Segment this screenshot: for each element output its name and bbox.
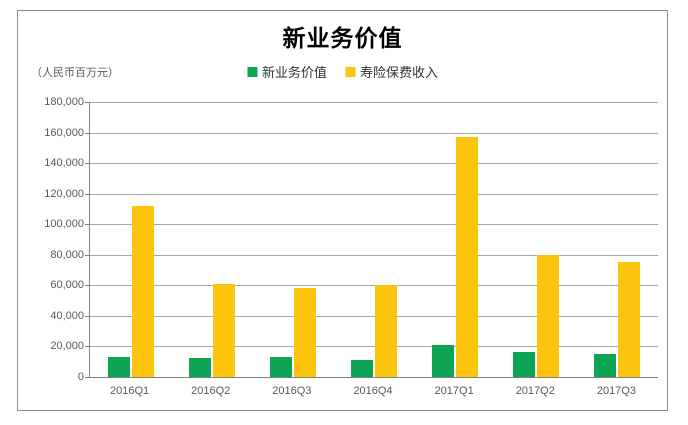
legend: 新业务价值 寿险保费收入: [246, 62, 438, 81]
bars-row: [90, 102, 658, 377]
x-tick-label: 2017Q1: [434, 385, 474, 397]
bar-group-2016q3: [252, 102, 333, 377]
y-tick-label: 0: [77, 371, 84, 383]
x-tick-label: 2016Q2: [191, 385, 231, 397]
chart-title: 新业务价值: [282, 25, 403, 52]
x-tick-label: 2017Q3: [596, 385, 636, 397]
gridline: [90, 346, 658, 348]
x-tick-label: 2017Q2: [515, 385, 555, 397]
axis-unit-label: （人民币百万元）: [31, 67, 119, 79]
bar-group-2017q1: [415, 102, 496, 377]
x-tick-label: 2016Q3: [272, 385, 312, 397]
y-tick-label: 120,000: [44, 187, 84, 200]
y-axis-tick: [85, 346, 90, 348]
bar-s0-2016q2: [188, 357, 211, 377]
x-tick-label: 2016Q4: [353, 385, 393, 397]
gridline: [90, 254, 658, 256]
chart-frame: 新业务价值 （人民币百万元） 新业务价值 寿险保费收入 0 20,000 40,000…: [17, 10, 668, 411]
y-axis-tick: [85, 224, 90, 226]
bar-group-2017q2: [496, 102, 577, 377]
bar-s1-2016q2: [212, 283, 235, 377]
legend-label: 新业务价值: [261, 65, 327, 80]
gridline: [90, 102, 658, 103]
gridline: [90, 163, 658, 165]
bar-s0-2016q3: [269, 357, 292, 377]
y-tick-label: 160,000: [44, 126, 84, 139]
y-axis-tick: [85, 163, 90, 165]
bar-group-2016q2: [171, 102, 252, 377]
y-tick-label: 20,000: [50, 340, 84, 353]
gridline: [90, 132, 658, 134]
y-axis-tick: [85, 102, 90, 103]
bar-s1-2016q1: [131, 205, 154, 377]
y-axis-tick: [85, 315, 90, 317]
legend-item-1: 寿险保费收入: [345, 62, 438, 81]
y-tick-label: 100,000: [44, 218, 84, 231]
x-axis-labels: 2016Q1 2016Q2 2016Q3 2016Q4 2017Q1 2017Q2 2017…: [89, 385, 657, 397]
y-axis-tick: [85, 377, 90, 378]
y-tick-label: 80,000: [50, 248, 84, 261]
y-axis-tick: [85, 254, 90, 256]
bar-s1-2017q1: [456, 137, 479, 377]
y-tick-label: 40,000: [50, 309, 84, 322]
bar-s1-2016q4: [374, 284, 397, 377]
gridline: [90, 224, 658, 226]
legend-label: 寿险保费收入: [360, 65, 439, 80]
legend-swatch-icon: [246, 66, 257, 77]
y-axis-tick: [85, 285, 90, 287]
x-tick-label: 2016Q1: [109, 385, 150, 397]
gridline: [90, 285, 658, 287]
bar-s1-2016q3: [293, 287, 316, 377]
bar-s0-2017q3: [594, 354, 617, 377]
bar-s0-2017q1: [432, 344, 455, 377]
bar-group-2016q4: [333, 102, 414, 377]
gridline: [90, 315, 658, 317]
y-tick-label: 60,000: [50, 279, 84, 292]
plot-area: 0 20,000 40,000 60,000 80,000 100,000 120,000 1…: [44, 96, 658, 383]
bar-group-2016q1: [90, 102, 171, 377]
bar-group-2017q3: [577, 102, 658, 377]
bar-s0-2017q2: [513, 351, 536, 377]
y-tick-label: 180,000: [44, 96, 84, 108]
legend-swatch-icon: [345, 66, 355, 77]
bar-s1-2017q3: [618, 261, 641, 377]
bar-s0-2016q1: [107, 357, 130, 377]
gridline: [90, 193, 658, 195]
y-axis-tick: [85, 193, 90, 195]
bar-s1-2017q2: [537, 254, 560, 377]
y-tick-label: 140,000: [44, 157, 84, 170]
legend-item-0: 新业务价值: [246, 62, 327, 81]
y-axis-tick: [85, 132, 90, 134]
bar-s0-2016q4: [350, 360, 373, 377]
